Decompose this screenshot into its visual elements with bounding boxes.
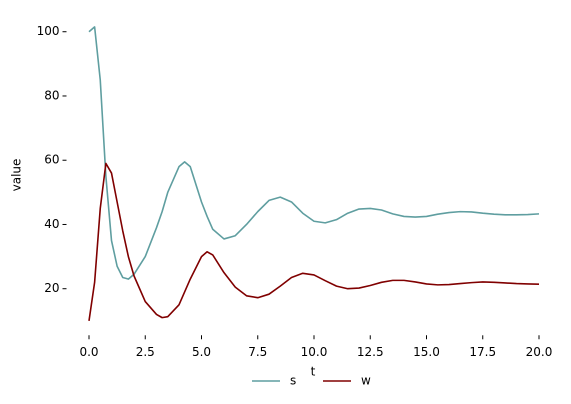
x-tick-label: 12.5: [357, 345, 384, 359]
series-line: [88, 162, 540, 321]
series-line: [88, 26, 540, 280]
y-tick-label: 20: [44, 281, 59, 295]
x-axis-label: t: [311, 365, 316, 379]
y-tick-label: 40: [44, 217, 59, 231]
y-tick-label: 80: [44, 88, 59, 102]
y-tick-label: 60: [44, 153, 59, 167]
x-tick-label: 20.0: [526, 345, 553, 359]
x-tick-label: 17.5: [469, 345, 496, 359]
x-tick-label: 5.0: [192, 345, 211, 359]
x-tick-label: 10.0: [301, 345, 328, 359]
legend-label: s: [290, 374, 296, 388]
x-tick-label: 0.0: [79, 345, 98, 359]
y-tick-label: 100: [37, 24, 60, 38]
x-tick-label: 15.0: [413, 345, 440, 359]
x-tick-label: 2.5: [136, 345, 155, 359]
y-axis-label: value: [10, 159, 24, 192]
x-tick-label: 7.5: [248, 345, 267, 359]
legend-label: w: [361, 374, 371, 388]
